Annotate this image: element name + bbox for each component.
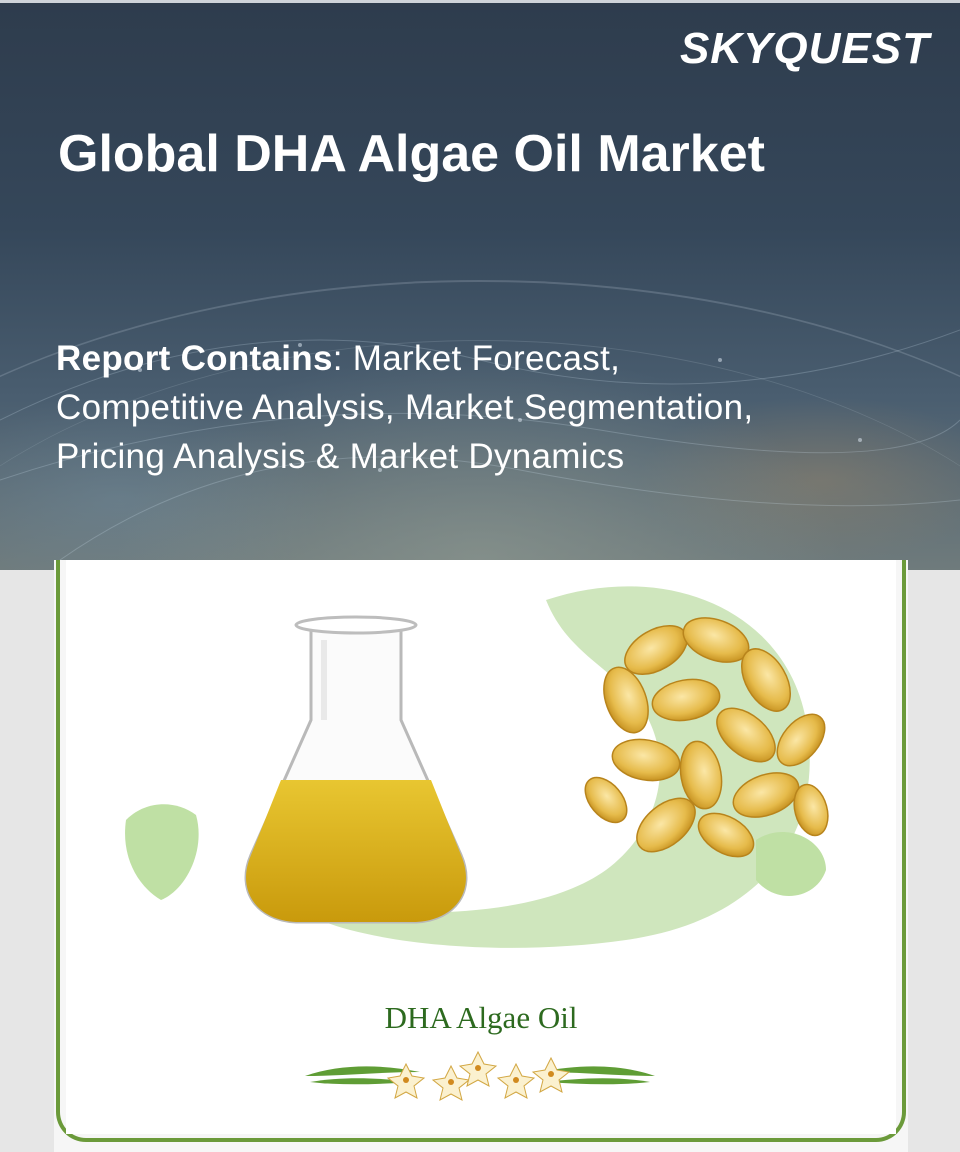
- report-label: Report Contains: [56, 339, 333, 378]
- top-line: [0, 0, 960, 3]
- capsules: [584, 617, 829, 858]
- report-details: Market Forecast, Competitive Analysis, M…: [56, 339, 754, 476]
- skyquest-logo: SKYQUEST: [679, 24, 930, 73]
- flower-ornament: [305, 1050, 655, 1101]
- product-caption: DHA Algae Oil: [384, 1000, 578, 1035]
- product-illustration: [125, 586, 829, 948]
- leaf-spray-right: [540, 1066, 655, 1085]
- globe-arc: [0, 280, 960, 570]
- green-leaf-right: [756, 831, 826, 897]
- flowers: [386, 1050, 571, 1101]
- report-separator: :: [332, 339, 343, 378]
- green-swirl: [286, 586, 810, 948]
- report-contains: Report Contains: Market Forecast, Compet…: [56, 334, 816, 481]
- green-leaf-left: [125, 804, 199, 900]
- network-lines: [0, 329, 960, 561]
- globe-arc-inner: [0, 340, 960, 570]
- hero-banner: SKYQUEST Global DHA Algae Oil Market Rep…: [0, 0, 960, 570]
- product-frame: [56, 560, 906, 1142]
- oil-flask: [244, 615, 468, 924]
- page-title: Global DHA Algae Oil Market: [58, 125, 765, 183]
- leaf-spray-left: [305, 1066, 420, 1085]
